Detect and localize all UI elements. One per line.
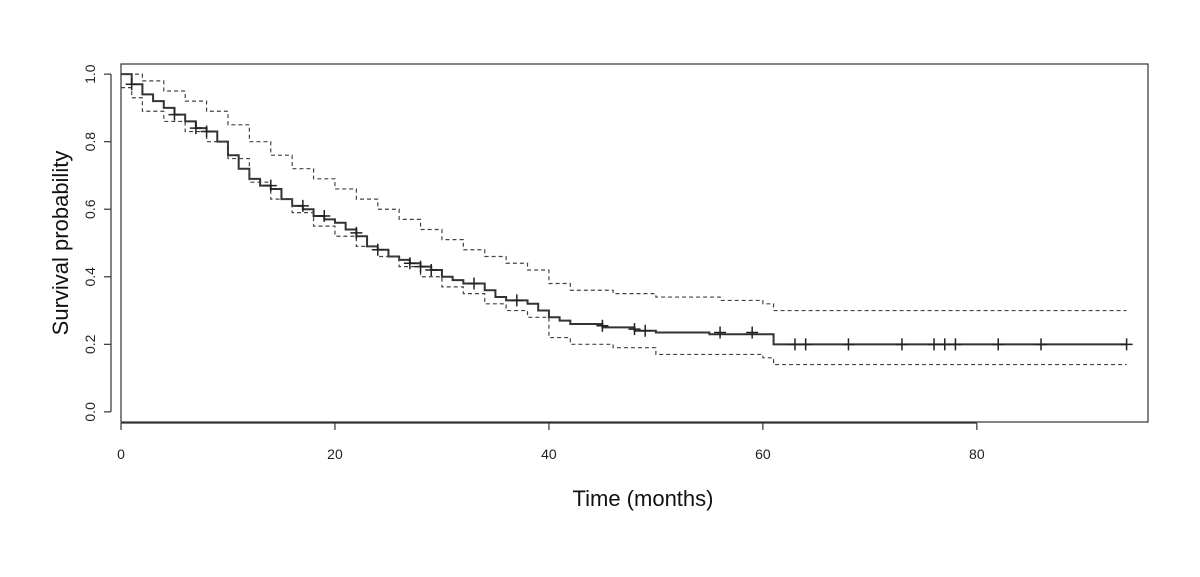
censor-mark [714, 326, 727, 339]
upper-ci-curve [121, 73, 1127, 312]
x-tick-label: 40 [541, 446, 557, 462]
censor-mark [788, 338, 801, 351]
censor-mark [189, 122, 202, 135]
censor-mark [799, 338, 812, 351]
censor-mark [938, 338, 951, 351]
y-tick-label: 0.2 [82, 334, 98, 354]
censor-mark [350, 226, 363, 239]
y-tick-label: 0.0 [82, 402, 98, 422]
y-tick-label: 0.8 [82, 132, 98, 152]
censor-mark [628, 323, 641, 336]
censor-mark [895, 338, 908, 351]
censor-mark [264, 179, 277, 192]
y-axis: 0.0 0.2 0.4 0.6 0.8 1.0 [82, 64, 112, 422]
censor-mark [746, 326, 759, 339]
y-tick-label: 1.0 [82, 64, 98, 84]
x-tick-label: 80 [969, 446, 985, 462]
lower-ci-curve [121, 87, 1127, 366]
censor-mark [992, 338, 1005, 351]
x-axis-title: Time (months) [573, 486, 714, 511]
censor-mark [168, 108, 181, 121]
censor-mark [1035, 338, 1048, 351]
censor-mark [842, 338, 855, 351]
censor-marks [125, 78, 1133, 351]
censor-mark [468, 277, 481, 290]
censor-mark [425, 264, 438, 277]
y-tick-label: 0.4 [82, 267, 98, 287]
censor-mark [414, 260, 427, 273]
x-tick-label: 20 [327, 446, 343, 462]
survival-curve [121, 73, 1127, 346]
censor-mark [596, 319, 609, 332]
censor-mark [639, 324, 652, 337]
censor-mark [296, 199, 309, 212]
censor-mark [510, 294, 523, 307]
censor-mark [318, 209, 331, 222]
censor-mark [371, 243, 384, 256]
y-tick-label: 0.6 [82, 199, 98, 219]
series-layer [121, 73, 1127, 366]
censor-mark [928, 338, 941, 351]
censor-mark [200, 125, 213, 138]
x-tick-label: 0 [117, 446, 125, 462]
plot-frame [120, 63, 1149, 423]
x-tick-label: 60 [755, 446, 771, 462]
x-axis: 0 20 40 60 80 [117, 422, 985, 462]
censor-mark [1120, 338, 1133, 351]
censor-mark [949, 338, 962, 351]
censor-mark [125, 78, 138, 91]
y-axis-title: Survival probability [48, 151, 73, 336]
censor-mark [403, 257, 416, 270]
